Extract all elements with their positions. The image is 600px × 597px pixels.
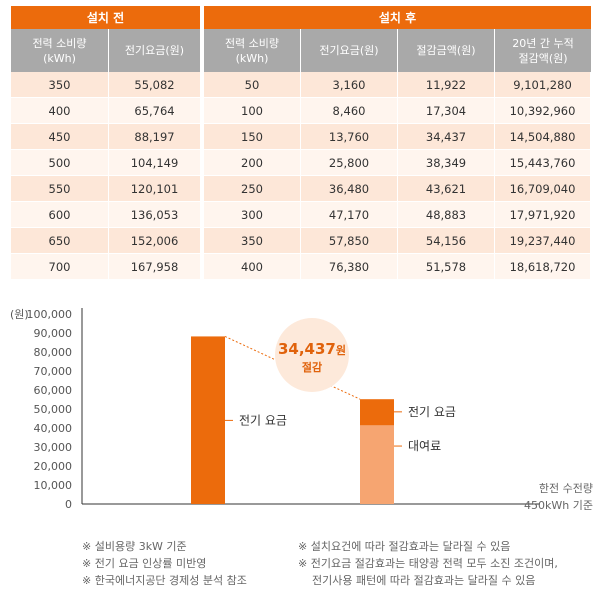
savings-bar-chart: (원) 0 10,000 20,000 30,000 40,000 50,000 60,000… [10,308,593,510]
bar-label: 전기 요금 [239,413,287,427]
bar-electricity-fee [191,336,225,504]
table-cell: 450 [11,124,109,150]
note-line: ※ 설치요건에 따라 절감효과는 달라질 수 있음 [298,540,511,553]
table-cell: 34,437 [398,124,495,150]
table-cell: 13,760 [301,124,398,150]
table-row: 650 152,006 350 57,850 54,156 19,237,440 [11,228,591,254]
table-cell: 600 [11,202,109,228]
savings-circle [275,318,349,392]
section-after-header: 설치 후 [204,6,591,29]
table-cell: 55,082 [109,72,204,98]
table-cell: 136,053 [109,202,204,228]
y-tick-label: 100,000 [27,308,73,321]
y-tick-label: 40,000 [34,422,73,435]
table-row: 500 104,149 200 25,800 38,349 15,443,760 [11,150,591,176]
table-cell: 150 [204,124,301,150]
table-cell: 550 [11,176,109,202]
table-cell: 500 [11,150,109,176]
y-tick-label: 10,000 [34,479,73,492]
table-row: 550 120,101 250 36,480 43,621 16,709,040 [11,176,591,202]
bar-label: 대여료 [408,439,441,453]
table-cell: 104,149 [109,150,204,176]
table-cell: 200 [204,150,301,176]
y-tick-label: 50,000 [34,403,73,416]
table-cell: 48,883 [398,202,495,228]
table-cell: 350 [204,228,301,254]
table-cell: 18,618,720 [495,254,591,280]
table-row: 700 167,958 400 76,380 51,578 18,618,720 [11,254,591,280]
y-tick-label: 60,000 [34,384,73,397]
condition-line-2: 450kWh 기준 [524,499,593,510]
table-cell: 650 [11,228,109,254]
table-cell: 17,304 [398,98,495,124]
savings-amount: 34,437원 [278,340,346,358]
table-cell: 19,237,440 [495,228,591,254]
column-header: 절감금액(원) [398,29,495,72]
notes-right: ※ 설치요건에 따라 절감효과는 달라질 수 있음 ※ 전기요금 절감효과는 태양… [298,538,558,589]
table-cell: 54,156 [398,228,495,254]
y-axis-label: (원) [10,308,29,321]
y-tick-label: 80,000 [34,346,73,359]
table-cell: 15,443,760 [495,150,591,176]
table-cell: 167,958 [109,254,204,280]
table-cell: 76,380 [301,254,398,280]
note-line: ※ 전기요금 절감효과는 태양광 전력 모두 소진 조건이며, [298,557,558,570]
table-cell: 57,850 [301,228,398,254]
column-header: 20년 간 누적 절감액(원) [495,29,591,72]
table-cell: 16,709,040 [495,176,591,202]
table-cell: 3,160 [301,72,398,98]
note-line: ※ 설비용량 3kW 기준 [82,540,187,553]
table-cell: 400 [11,98,109,124]
table-cell: 51,578 [398,254,495,280]
column-header: 전력 소비량 (kWh) [11,29,109,72]
table-cell: 700 [11,254,109,280]
y-tick-label: 20,000 [34,460,73,473]
table-cell: 250 [204,176,301,202]
y-tick-label: 0 [65,498,72,510]
bar-label: 전기 요금 [408,405,456,419]
table-cell: 350 [11,72,109,98]
table-row: 400 65,764 100 8,460 17,304 10,392,960 [11,98,591,124]
table-cell: 36,480 [301,176,398,202]
column-header: 전기요금(원) [301,29,398,72]
table-cell: 47,170 [301,202,398,228]
table-cell: 100 [204,98,301,124]
table-cell: 43,621 [398,176,495,202]
column-header: 전기요금(원) [109,29,204,72]
y-tick-label: 70,000 [34,365,73,378]
note-line: 전기사용 패턴에 따라 절감효과는 달라질 수 있음 [312,574,536,587]
y-tick-label: 90,000 [34,327,73,340]
table-cell: 10,392,960 [495,98,591,124]
table-cell: 8,460 [301,98,398,124]
note-line: ※ 한국에너지공단 경제성 분석 참조 [82,574,247,587]
table-cell: 17,971,920 [495,202,591,228]
table-cell: 25,800 [301,150,398,176]
table-cell: 9,101,280 [495,72,591,98]
table-cell: 400 [204,254,301,280]
section-before-header: 설치 전 [11,6,204,29]
savings-connector [224,335,361,400]
table-row: 350 55,082 50 3,160 11,922 9,101,280 [11,72,591,98]
note-line: ※ 전기 요금 인상률 미반영 [82,557,207,570]
savings-label: 절감 [302,360,322,374]
y-tick-label: 30,000 [34,441,73,454]
table-row: 450 88,197 150 13,760 34,437 14,504,880 [11,124,591,150]
column-header: 전력 소비량 (kWh) [204,29,301,72]
bar-electricity-fee [360,399,394,426]
table-cell: 50 [204,72,301,98]
table-cell: 11,922 [398,72,495,98]
table-cell: 120,101 [109,176,204,202]
bar-rental-fee [360,425,394,504]
table-cell: 300 [204,202,301,228]
table-cell: 38,349 [398,150,495,176]
notes-left: ※ 설비용량 3kW 기준 ※ 전기 요금 인상률 미반영 ※ 한국에너지공단 경제… [82,538,247,589]
table-cell: 14,504,880 [495,124,591,150]
comparison-table: 설치 전 설치 후 전력 소비량 (kWh) 전기요금(원) 전력 소비량 (kWh) 전… [11,6,591,280]
table-row: 600 136,053 300 47,170 48,883 17,971,920 [11,202,591,228]
table-cell: 65,764 [109,98,204,124]
condition-line-1: 한전 수전량 [539,482,593,495]
table-cell: 152,006 [109,228,204,254]
table-cell: 88,197 [109,124,204,150]
